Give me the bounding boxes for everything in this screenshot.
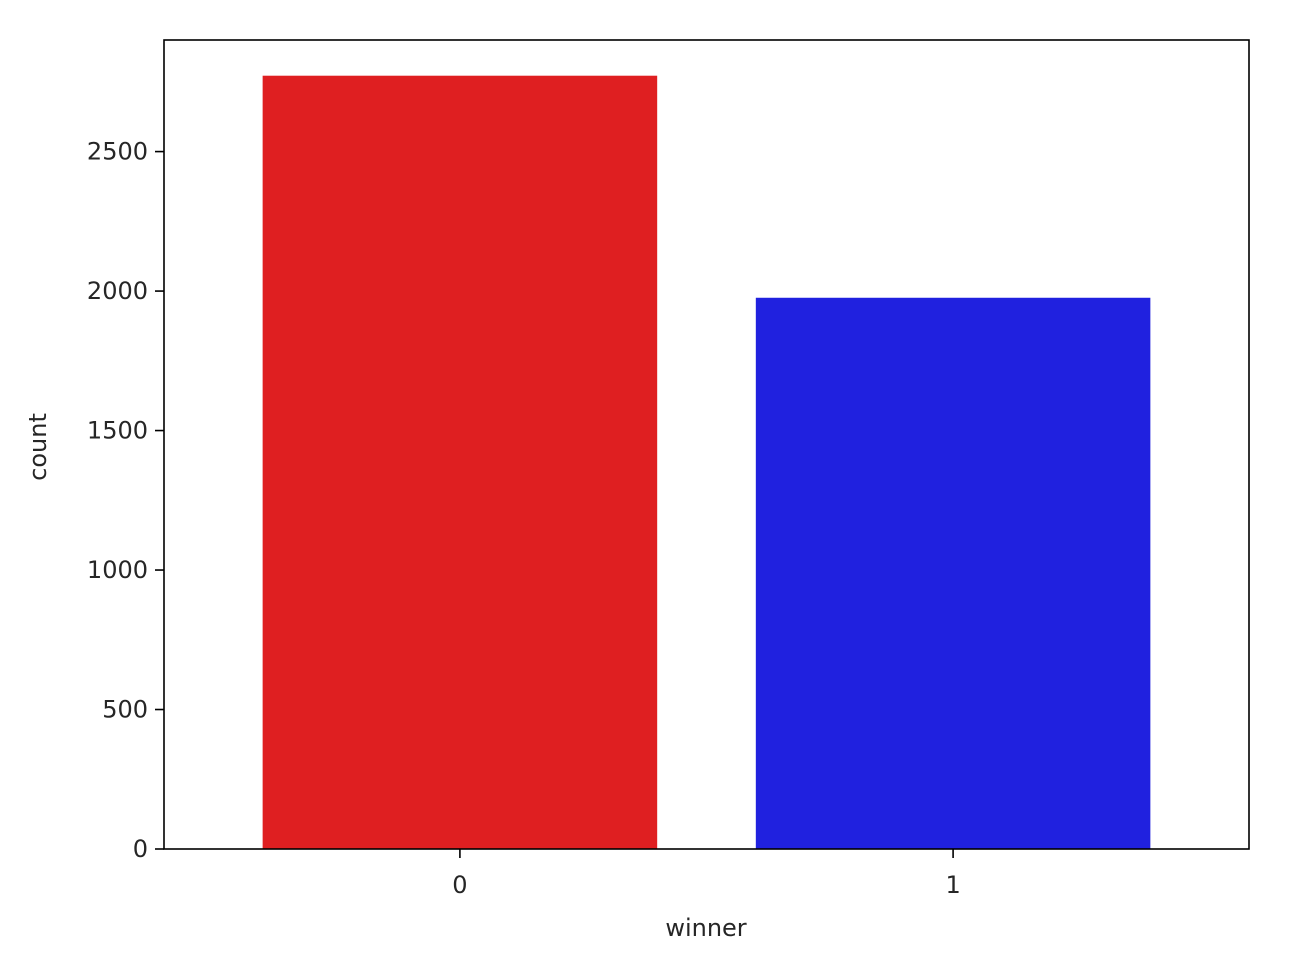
y-axis-label: count (24, 413, 52, 481)
x-axis-label: winner (665, 914, 746, 942)
y-tick-label: 1000 (87, 556, 148, 584)
y-tick-label: 500 (102, 696, 148, 724)
y-axis: 0 500 1000 1500 2000 2500 (87, 138, 164, 863)
x-tick-label: 1 (945, 871, 960, 899)
bars-group (262, 75, 1151, 850)
y-tick-label: 1500 (87, 417, 148, 445)
y-tick-label: 2000 (87, 277, 148, 305)
y-tick-label: 2500 (87, 138, 148, 166)
y-tick-label: 0 (133, 835, 148, 863)
bar-0 (262, 75, 658, 850)
bar-1 (755, 297, 1151, 849)
x-tick-label: 0 (452, 871, 467, 899)
plot-frame (163, 39, 1250, 850)
